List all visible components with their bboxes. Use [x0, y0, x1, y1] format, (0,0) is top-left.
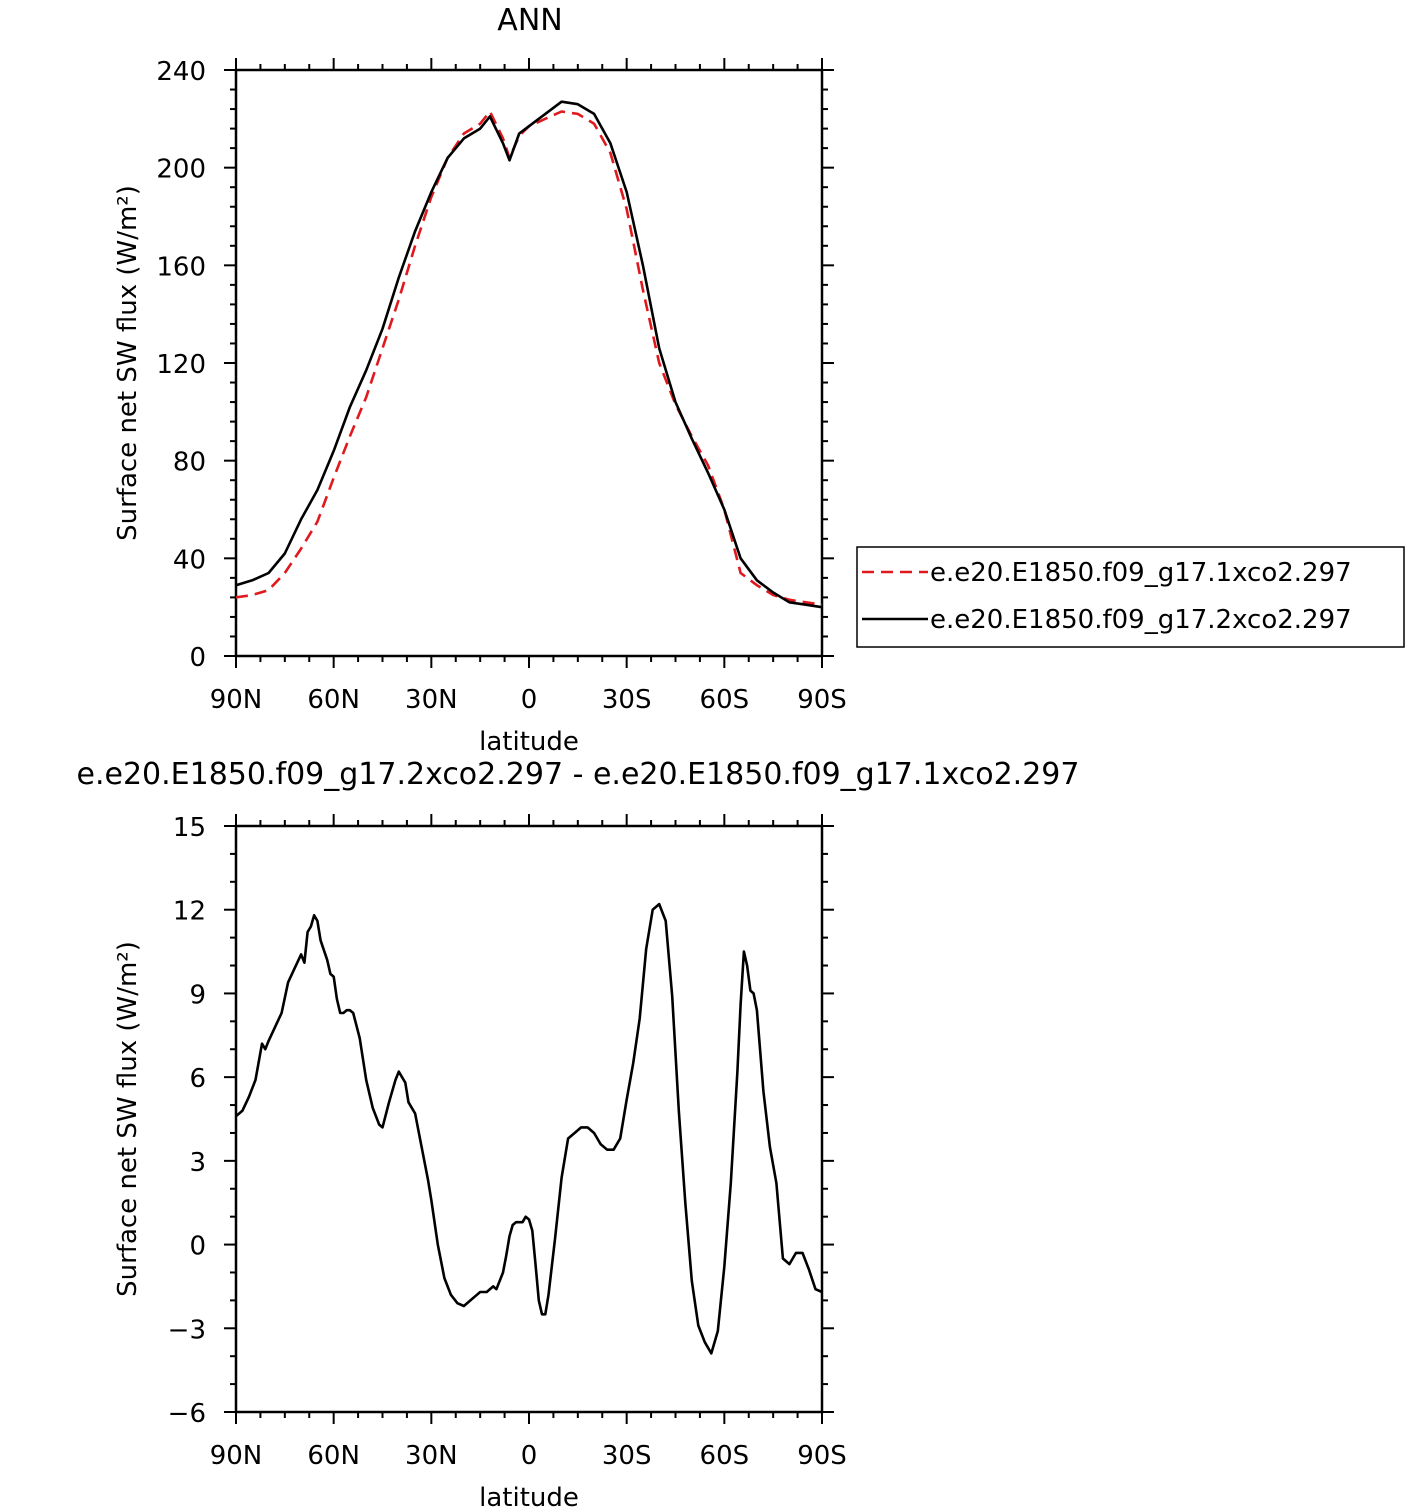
x-tick-label: 30N: [405, 685, 458, 715]
x-tick-label: 60S: [700, 685, 750, 715]
y-tick-label: 240: [156, 57, 206, 87]
y-tick-label: 3: [189, 1148, 206, 1178]
y-axis-label: Surface net SW flux (W/m²): [113, 941, 143, 1297]
series-line-2: [235, 100, 823, 609]
y-tick-label: −3: [168, 1315, 206, 1345]
chart-title: e.e20.E1850.f09_g17.2xco2.297 - e.e20.E1…: [77, 757, 1080, 792]
y-tick-label: 120: [156, 350, 206, 380]
x-tick-label: 30S: [602, 1441, 652, 1471]
y-tick-label: 9: [189, 980, 206, 1010]
plot-frame: [234, 68, 824, 658]
x-axis-label: latitude: [479, 727, 579, 757]
series-line-1: [235, 110, 823, 606]
y-tick-label: 6: [189, 1064, 206, 1094]
x-tick-label: 90S: [797, 685, 847, 715]
y-tick-label: −6: [168, 1399, 206, 1429]
legend: e.e20.E1850.f09_g17.1xco2.297 e.e20.E1850…: [856, 546, 1405, 648]
x-axis-label: latitude: [479, 1483, 579, 1512]
x-tick-label: 90N: [210, 1441, 263, 1471]
x-tick-label: 30N: [405, 1441, 458, 1471]
y-tick-label: 160: [156, 252, 206, 282]
y-axis-label: Surface net SW flux (W/m²): [113, 185, 143, 541]
x-tick-label: 30S: [602, 685, 652, 715]
x-tick-label: 60S: [700, 1441, 750, 1471]
legend-box: [856, 546, 1405, 648]
legend-label-2: e.e20.E1850.f09_g17.2xco2.297: [930, 605, 1352, 635]
y-tick-label: 0: [189, 643, 206, 673]
x-tick-label: 90S: [797, 1441, 847, 1471]
x-tick-label: 0: [521, 1441, 538, 1471]
y-tick-label: 80: [173, 448, 206, 478]
legend-label-1: e.e20.E1850.f09_g17.1xco2.297: [930, 558, 1352, 588]
x-tick-label: 60N: [307, 685, 360, 715]
x-tick-label: 0: [521, 685, 538, 715]
y-tick-label: 15: [173, 813, 206, 843]
x-tick-label: 90N: [210, 685, 263, 715]
y-tick-label: 0: [189, 1232, 206, 1262]
y-tick-label: 40: [173, 545, 206, 575]
chart-panel-2: e.e20.E1850.f09_g17.2xco2.297 - e.e20.E1…: [77, 757, 1080, 1512]
chart-panel-1: ANN 0 40 80 120 160 200 240 90N 60N 30N 0 30S 60S 90S l…: [113, 3, 847, 757]
y-tick-label: 200: [156, 155, 206, 185]
series-line-1: [235, 902, 823, 1355]
chart-title: ANN: [497, 3, 562, 38]
y-tick-label: 12: [173, 897, 206, 927]
x-tick-label: 60N: [307, 1441, 360, 1471]
